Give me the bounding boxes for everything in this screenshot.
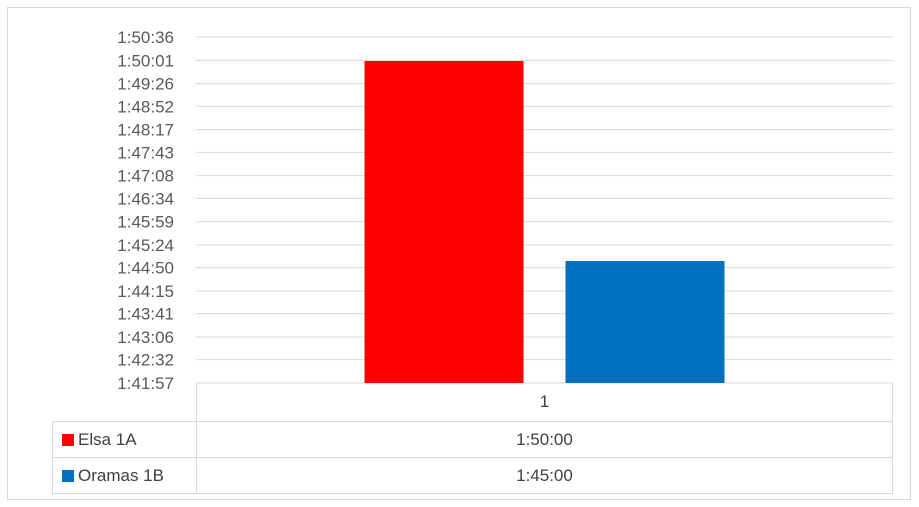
table-cell-oramas-value: 1:45:00 [196, 457, 893, 494]
y-tick-label: 1:43:41 [117, 305, 174, 324]
y-axis-tick-labels: 1:41:57 1:42:32 1:43:06 1:43:41 1:44:15 1:44:… [117, 28, 174, 393]
y-tick-label: 1:41:57 [117, 374, 174, 393]
y-tick-label: 1:47:08 [117, 167, 174, 186]
value-oramas: 1:45:00 [516, 465, 573, 485]
y-tick-label: 1:45:24 [117, 236, 174, 255]
legend-key-red [62, 433, 74, 446]
value-elsa: 1:50:00 [516, 429, 573, 449]
bars [364, 61, 725, 383]
table-cell-elsa-value: 1:50:00 [196, 421, 893, 458]
table-row-label-elsa: Elsa 1A [52, 421, 196, 458]
legend-key-blue [62, 469, 74, 482]
y-tick-label: 1:47:43 [117, 143, 174, 162]
table-header-cell: 1 [196, 383, 893, 421]
y-tick-label: 1:46:34 [117, 189, 174, 208]
y-tick-label: 1:44:15 [117, 282, 174, 301]
y-tick-label: 1:48:52 [117, 97, 174, 116]
series-name-oramas: Oramas 1B [78, 465, 164, 485]
bar-elsa-1a [364, 61, 524, 383]
y-tick-label: 1:48:17 [117, 121, 174, 140]
y-tick-label: 1:43:06 [117, 328, 174, 347]
y-tick-label: 1:42:32 [117, 351, 174, 370]
y-tick-label: 1:44:50 [117, 259, 174, 278]
y-tick-label: 1:49:26 [117, 75, 174, 94]
y-tick-label: 1:50:01 [117, 51, 174, 70]
table-row-label-oramas: Oramas 1B [52, 457, 196, 494]
y-tick-label: 1:50:36 [117, 28, 174, 47]
y-tick-label: 1:45:59 [117, 213, 174, 232]
gridlines [196, 36, 893, 384]
bar-oramas-1b [565, 261, 725, 383]
data-table: 1 Elsa 1A 1:50:00 Oramas 1B 1:45:00 [52, 383, 893, 495]
series-name-elsa: Elsa 1A [78, 429, 137, 449]
table-header-category: 1 [539, 392, 550, 411]
